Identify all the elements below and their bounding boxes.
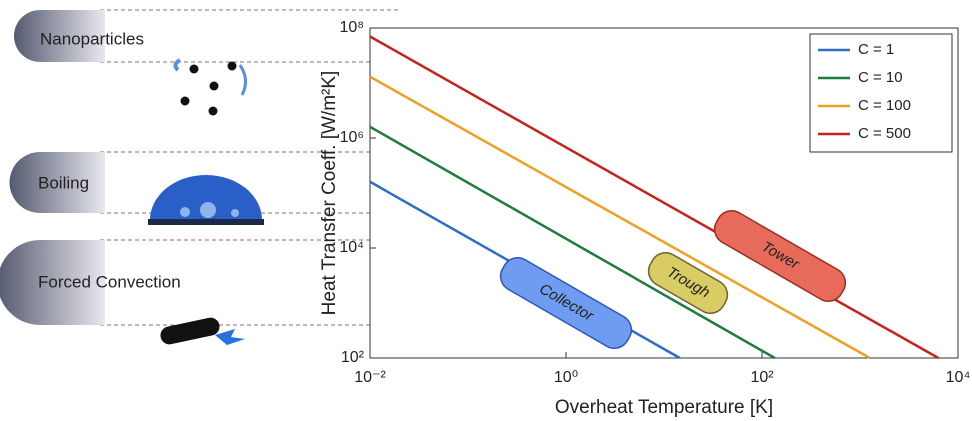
side-label: Nanoparticles [40, 29, 144, 48]
particle [189, 64, 199, 74]
y-tick-label: 10⁴ [339, 239, 364, 256]
annotation: Tower [713, 210, 847, 302]
x-tick-label: 10⁻² [354, 369, 386, 386]
y-axis-label: Heat Transfer Coeff. [W/m²K] [319, 71, 340, 316]
x-tick-label: 10⁴ [946, 369, 971, 386]
series-line [369, 125, 776, 360]
legend-label: C = 500 [858, 125, 911, 142]
label-pill [0, 240, 105, 325]
annotation-pill [713, 210, 847, 302]
particle [209, 81, 219, 91]
side-label: Boiling [38, 173, 89, 192]
annotation-pill [647, 252, 729, 314]
legend-box [809, 33, 953, 153]
annotation-pill [499, 257, 633, 349]
series-line [369, 75, 871, 360]
flow-arrow [215, 329, 245, 345]
pipe [160, 317, 220, 345]
x-tick-label: 10² [750, 369, 774, 386]
particle [208, 106, 218, 116]
particle-arc [173, 58, 182, 72]
y-tick-label: 10² [341, 349, 365, 366]
surface [148, 219, 264, 225]
y-tick-label: 10⁶ [340, 129, 364, 146]
illustrations: Nanoparticles Boiling Forced Convection [0, 9, 400, 345]
particle-arc [238, 64, 247, 96]
x-tick-label: 10⁰ [554, 369, 578, 386]
droplet [150, 175, 262, 220]
particle [180, 96, 190, 106]
legend-label: C = 10 [858, 69, 903, 86]
label-pill [14, 10, 105, 62]
x-axis-label: Overheat Temperature [K] [555, 397, 773, 418]
legend-label: C = 100 [858, 97, 911, 114]
particle [227, 61, 237, 71]
y-tick-label: 10⁸ [339, 19, 364, 36]
series-line [369, 35, 939, 360]
bubble [200, 202, 216, 218]
bubble [180, 207, 190, 217]
bubble [231, 209, 239, 217]
chart: 10⁻² 10⁰ 10² 10⁴ 10² 10⁴ 10⁶ 10⁸ Overheat Temper… [319, 19, 970, 418]
side-label: Forced Convection [38, 272, 181, 291]
legend-label: C = 1 [858, 41, 894, 58]
label-pill [9, 152, 105, 213]
